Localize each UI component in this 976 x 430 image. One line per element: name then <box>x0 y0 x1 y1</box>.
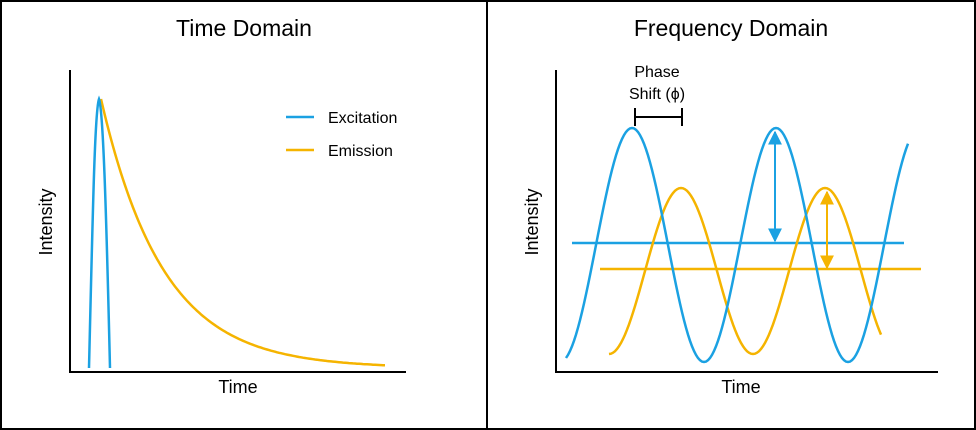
time-domain-panel: Time Domain Time Intensity Excitation Em… <box>36 15 406 397</box>
phase-shift-label-line2: Shift (ϕ) <box>629 86 685 103</box>
time-domain-excitation-pulse <box>87 95 112 369</box>
frequency-domain-panel: Frequency Domain Time Intensity Phase Sh… <box>522 15 938 397</box>
frequency-domain-emission-wave <box>608 186 883 356</box>
time-domain-y-label: Intensity <box>36 188 56 255</box>
legend-emission-label: Emission <box>328 143 393 160</box>
frequency-domain-excitation-wave <box>564 126 910 364</box>
phase-shift-label-line1: Phase <box>634 64 679 81</box>
phase-shift-bracket <box>634 108 683 126</box>
time-domain-title: Time Domain <box>176 15 312 41</box>
frequency-domain-y-label: Intensity <box>522 188 542 255</box>
frequency-domain-title: Frequency Domain <box>634 15 828 41</box>
time-domain-emission-curve <box>99 98 385 367</box>
legend: Excitation Emission <box>286 110 397 160</box>
frequency-domain-x-label: Time <box>721 377 760 397</box>
time-domain-x-label: Time <box>218 377 257 397</box>
legend-excitation-label: Excitation <box>328 110 397 127</box>
